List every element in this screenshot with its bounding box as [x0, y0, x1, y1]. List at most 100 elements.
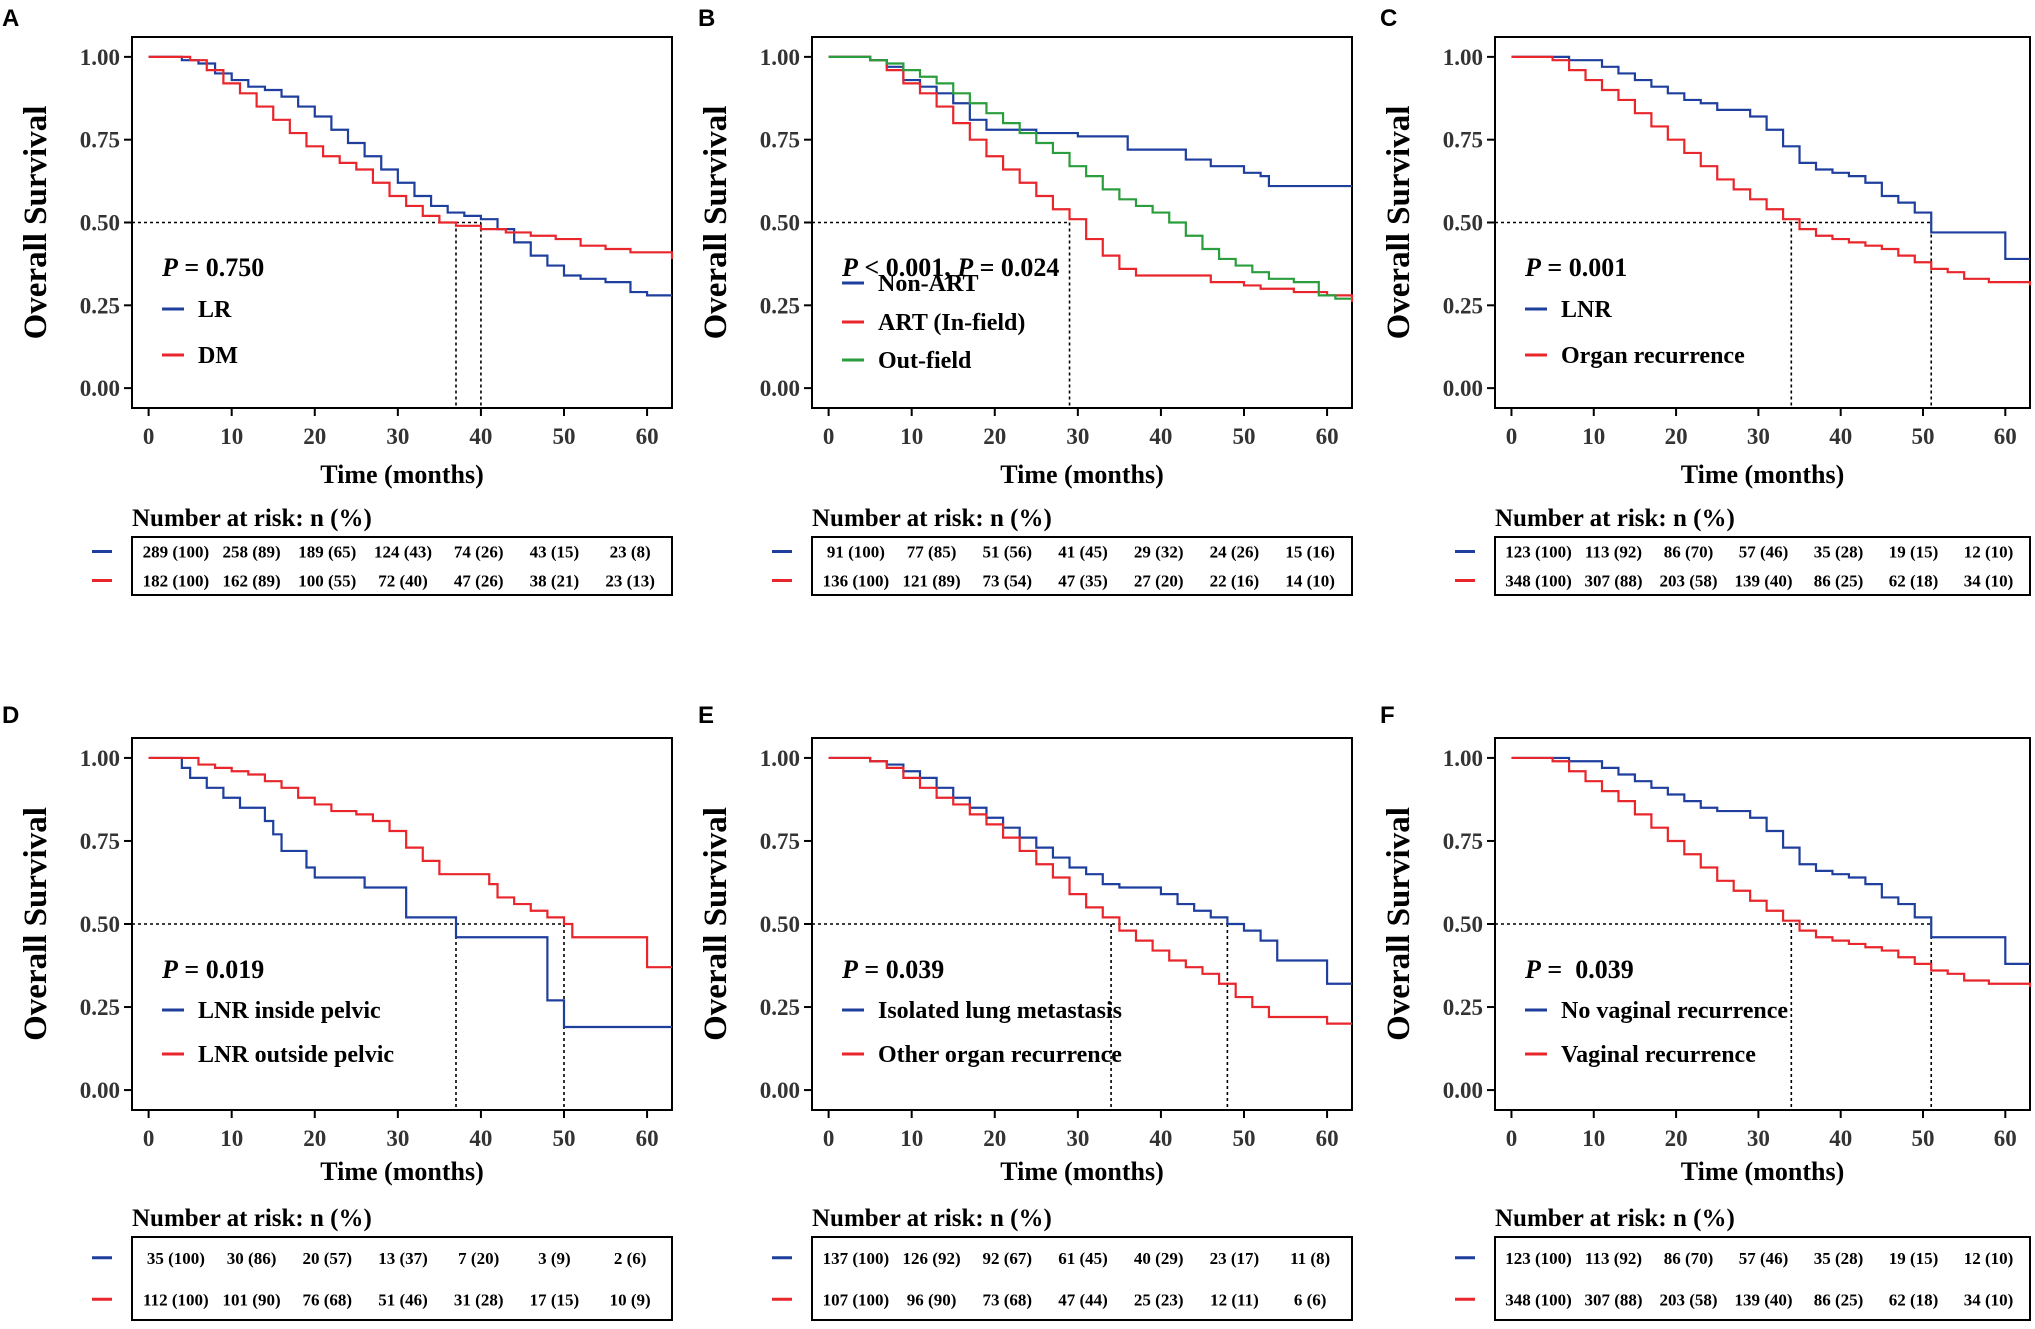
risk-cell: 35 (28) [1814, 1249, 1864, 1268]
x-tick-label: 20 [1665, 1126, 1688, 1151]
legend-label: LNR outside pelvic [198, 1042, 394, 1068]
y-tick-label: 0.50 [760, 211, 800, 236]
risk-cell: 7 (20) [458, 1249, 499, 1268]
survival-curve-1 [828, 55, 1352, 188]
x-tick-label: 20 [303, 1126, 326, 1151]
y-tick-label: 0.75 [760, 829, 800, 854]
y-tick-label: 1.00 [1443, 45, 1483, 70]
panel-letter: F [1380, 702, 1395, 729]
risk-cell: 13 (37) [378, 1249, 428, 1268]
legend-label: Organ recurrence [1561, 343, 1745, 369]
risk-cell: 123 (100) [1505, 1249, 1572, 1268]
risk-cell: 136 (100) [823, 572, 890, 591]
legend-label: Non-ART [878, 271, 979, 297]
risk-cell: 51 (56) [982, 543, 1032, 562]
survival-curve-2 [148, 756, 672, 969]
y-tick-label: 0.00 [80, 376, 120, 401]
legend-label: LR [198, 297, 232, 323]
y-axis-label: Overall Survival [18, 807, 54, 1041]
panel-letter: B [698, 5, 715, 32]
risk-cell: 17 (15) [530, 1290, 580, 1309]
p-value: P = 0.001 [1524, 253, 1627, 282]
risk-cell: 72 (40) [378, 572, 428, 591]
risk-cell: 189 (65) [298, 543, 356, 562]
survival-curve-1 [148, 55, 672, 297]
y-tick-label: 0.75 [760, 128, 800, 153]
risk-table-title: Number at risk: n (%) [132, 505, 372, 532]
legend-label: DM [198, 343, 238, 369]
risk-cell: 15 (16) [1285, 543, 1335, 562]
risk-cell: 107 (100) [823, 1290, 890, 1309]
x-tick-label: 10 [1582, 424, 1605, 449]
survival-curve-1 [828, 756, 1352, 985]
risk-cell: 139 (40) [1734, 1290, 1792, 1309]
x-tick-label: 10 [220, 424, 243, 449]
y-tick-label: 0.25 [760, 293, 800, 318]
risk-cell: 101 (90) [223, 1290, 281, 1309]
risk-cell: 12 (10) [1964, 543, 2014, 562]
x-tick-label: 30 [1747, 424, 1770, 449]
risk-cell: 121 (89) [903, 572, 961, 591]
panel-c: C 0.00 0.25 0.50 0.75 1.00 0 10 20 30 40 50 60 Overal… [1380, 5, 2032, 596]
p-value: P = 0.019 [161, 955, 264, 984]
risk-cell: 11 (8) [1290, 1249, 1330, 1268]
y-tick-label: 0.25 [80, 995, 120, 1020]
risk-table-frame [811, 536, 1353, 596]
risk-cell: 6 (6) [1294, 1290, 1327, 1309]
x-tick-label: 10 [900, 424, 923, 449]
x-tick-label: 30 [1747, 1126, 1770, 1151]
x-tick-label: 10 [220, 1126, 243, 1151]
legend-label: Vaginal recurrence [1561, 1042, 1756, 1068]
risk-table-frame [811, 1236, 1353, 1321]
y-tick-label: 0.25 [760, 995, 800, 1020]
y-tick-label: 1.00 [760, 45, 800, 70]
risk-cell: 30 (86) [227, 1249, 277, 1268]
y-tick-label: 1.00 [1443, 746, 1483, 771]
risk-cell: 77 (85) [907, 543, 957, 562]
survival-curve-2 [148, 55, 674, 259]
y-axis-label: Overall Survival [18, 106, 54, 340]
x-tick-label: 0 [1506, 1126, 1518, 1151]
x-tick-label: 50 [1233, 424, 1256, 449]
x-tick-label: 50 [1912, 1126, 1935, 1151]
survival-curve-2 [828, 756, 1352, 1025]
risk-cell: 24 (26) [1210, 543, 1260, 562]
risk-cell: 23 (8) [610, 543, 651, 562]
risk-cell: 348 (100) [1505, 572, 1572, 591]
x-tick-label: 0 [823, 1126, 835, 1151]
risk-cell: 92 (67) [982, 1249, 1032, 1268]
y-axis-label: Overall Survival [1381, 106, 1417, 340]
risk-cell: 41 (45) [1058, 543, 1108, 562]
risk-cell: 162 (89) [223, 572, 281, 591]
y-tick-label: 1.00 [760, 746, 800, 771]
survival-curve-2 [1511, 55, 2032, 286]
x-axis-label: Time (months) [1681, 460, 1844, 489]
y-tick-label: 0.25 [1443, 995, 1483, 1020]
risk-cell: 203 (58) [1659, 1290, 1717, 1309]
risk-cell: 34 (10) [1964, 572, 2014, 591]
risk-table-title: Number at risk: n (%) [1495, 505, 1735, 532]
survival-curve-2 [1511, 756, 2032, 988]
risk-cell: 113 (92) [1585, 1249, 1642, 1268]
panel-letter: D [2, 702, 19, 729]
risk-cell: 86 (25) [1814, 572, 1864, 591]
y-tick-label: 0.00 [1443, 376, 1483, 401]
panel-f: F 0.00 0.25 0.50 0.75 1.00 0 10 20 30 40 50 60 Overal… [1380, 702, 2032, 1321]
risk-cell: 25 (23) [1134, 1290, 1184, 1309]
risk-cell: 12 (11) [1210, 1290, 1259, 1309]
risk-cell: 126 (92) [903, 1249, 961, 1268]
x-axis-label: Time (months) [1000, 1157, 1163, 1186]
p-value: P = 0.039 [841, 955, 944, 984]
risk-cell: 22 (16) [1210, 572, 1260, 591]
risk-cell: 182 (100) [143, 572, 210, 591]
x-tick-label: 40 [469, 1126, 492, 1151]
legend-label: LNR inside pelvic [198, 998, 381, 1024]
survival-curve-2 [828, 55, 1354, 302]
risk-table-title: Number at risk: n (%) [812, 1205, 1052, 1232]
risk-cell: 203 (58) [1659, 572, 1717, 591]
risk-cell: 47 (35) [1058, 572, 1108, 591]
x-tick-label: 60 [1316, 1126, 1339, 1151]
x-tick-label: 60 [1994, 1126, 2017, 1151]
y-axis-label: Overall Survival [698, 106, 734, 340]
